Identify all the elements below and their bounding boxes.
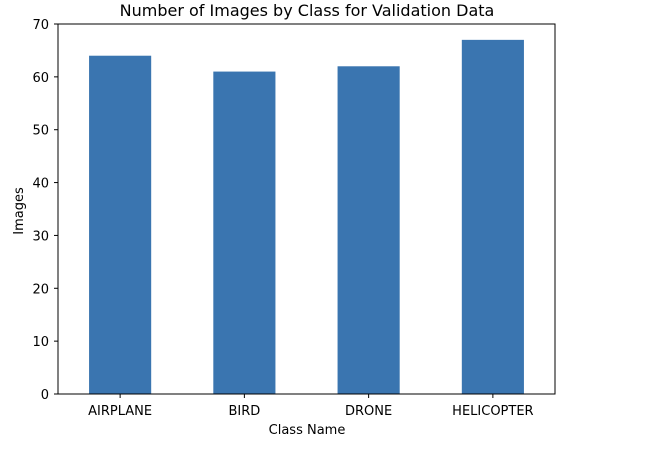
y-axis-label: Images [12, 187, 27, 235]
bar-drone [337, 66, 400, 395]
x-tick-label: BIRD [228, 404, 260, 419]
chart-title: Number of Images by Class for Validation… [120, 1, 495, 20]
x-tick-label: AIRPLANE [88, 404, 152, 419]
x-ticks-group: AIRPLANE BIRD DRONE HELICOPTER [88, 394, 534, 419]
bar-airplane [89, 55, 152, 394]
bar-helicopter [461, 39, 524, 394]
y-tick-label: 40 [32, 177, 49, 192]
y-ticks-group: 0 10 20 30 40 50 60 70 [32, 18, 58, 403]
plot-frame [57, 23, 556, 395]
x-axis-label: Class Name [269, 423, 346, 438]
x-tick-label: HELICOPTER [452, 404, 533, 419]
y-tick-label: 70 [32, 18, 49, 33]
bar-bird [213, 71, 276, 395]
y-tick-label: 30 [32, 229, 49, 244]
y-tick-label: 20 [32, 282, 49, 297]
x-tick-label: DRONE [345, 404, 392, 419]
y-tick-label: 0 [41, 388, 49, 403]
y-tick-label: 50 [32, 124, 49, 139]
bars-group [89, 39, 524, 395]
y-tick-label: 10 [32, 335, 49, 350]
y-tick-label: 60 [32, 71, 49, 86]
